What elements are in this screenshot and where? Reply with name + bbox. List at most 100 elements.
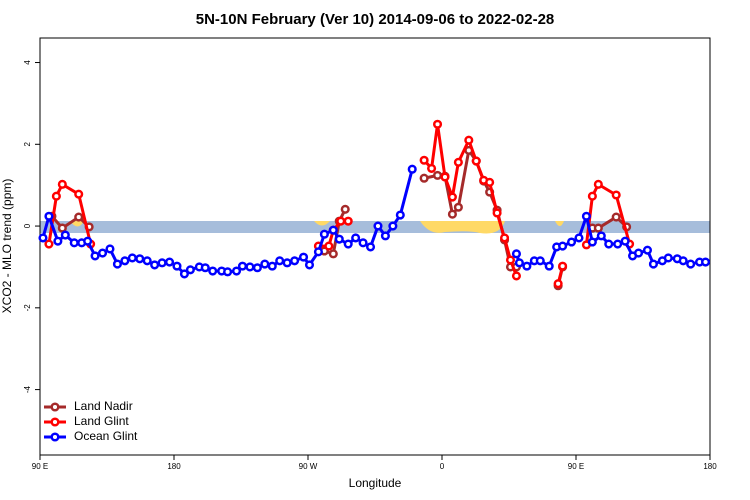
point <box>447 192 457 202</box>
point <box>53 236 63 246</box>
legend-label: Land Nadir <box>74 399 133 413</box>
x-tick-label: 180 <box>167 462 181 471</box>
x-tick-label: 0 <box>440 462 445 471</box>
point <box>237 261 248 271</box>
point <box>208 266 218 276</box>
point <box>587 191 597 201</box>
point <box>511 271 521 281</box>
point <box>74 189 84 199</box>
point <box>69 238 79 248</box>
land-patch <box>555 221 564 226</box>
point <box>511 249 521 259</box>
legend-marker <box>50 402 60 412</box>
point <box>535 256 545 266</box>
point <box>324 241 334 251</box>
point <box>120 256 130 266</box>
x-tick-label: 180 <box>703 462 717 471</box>
point <box>581 211 591 221</box>
point <box>304 260 315 270</box>
y-tick-label: 2 <box>23 142 32 147</box>
point <box>485 177 495 187</box>
point <box>185 265 195 275</box>
point <box>97 248 108 258</box>
point <box>343 239 353 249</box>
point <box>57 179 67 189</box>
point <box>558 261 568 271</box>
point <box>380 231 390 241</box>
point <box>620 236 630 246</box>
point <box>60 230 70 240</box>
y-tick-label: -4 <box>23 385 32 393</box>
point <box>38 233 48 243</box>
point <box>593 223 603 233</box>
point <box>587 237 597 247</box>
point <box>112 259 122 269</box>
point <box>566 237 577 247</box>
point <box>252 263 262 273</box>
point <box>150 260 160 270</box>
point <box>57 223 67 233</box>
x-tick-label: 90 E <box>32 462 48 471</box>
chart-title: 5N-10N February (Ver 10) 2014-09-06 to 2… <box>196 11 555 28</box>
point <box>642 245 653 255</box>
point <box>179 269 189 279</box>
point <box>223 267 233 277</box>
point <box>558 241 568 251</box>
land-patch <box>314 221 330 226</box>
point <box>574 233 584 243</box>
point <box>553 279 563 289</box>
point <box>447 209 457 219</box>
point <box>142 256 152 266</box>
point <box>611 212 621 222</box>
point <box>432 170 443 180</box>
point <box>298 252 309 262</box>
point <box>172 261 182 271</box>
point <box>157 258 167 268</box>
x-tick-label: 90 W <box>299 462 318 471</box>
x-tick-label: 90 E <box>568 462 584 471</box>
legend-marker <box>50 432 60 442</box>
point <box>319 229 329 239</box>
point <box>700 257 711 267</box>
point <box>245 262 255 272</box>
point <box>432 119 443 129</box>
point <box>395 210 405 220</box>
point <box>514 258 524 268</box>
point <box>365 242 376 252</box>
point <box>290 256 300 266</box>
point <box>135 254 145 264</box>
point <box>419 155 429 165</box>
point <box>90 251 100 261</box>
point <box>127 253 137 263</box>
point <box>74 212 84 222</box>
point <box>105 244 115 254</box>
point <box>678 256 688 266</box>
point <box>633 248 644 258</box>
point <box>336 216 346 226</box>
legend-label: Land Glint <box>74 414 129 428</box>
point <box>44 239 54 249</box>
x-axis-label: Longitude <box>349 476 402 490</box>
legend-label: Ocean Glint <box>74 429 138 443</box>
point <box>596 231 606 241</box>
point <box>544 261 554 271</box>
point <box>328 225 338 235</box>
point <box>492 208 502 218</box>
point <box>358 238 368 248</box>
point <box>340 204 350 214</box>
point <box>334 234 344 244</box>
point <box>471 156 481 166</box>
point <box>613 239 623 249</box>
point <box>419 173 429 183</box>
y-tick-label: 0 <box>23 223 32 228</box>
point <box>663 253 673 263</box>
point <box>453 202 463 212</box>
point <box>604 239 614 249</box>
point <box>505 255 516 265</box>
point <box>260 259 270 269</box>
point <box>407 164 417 174</box>
y-axis-label: XCO2 - MLO trend (ppm) <box>0 179 14 314</box>
point <box>231 266 242 276</box>
